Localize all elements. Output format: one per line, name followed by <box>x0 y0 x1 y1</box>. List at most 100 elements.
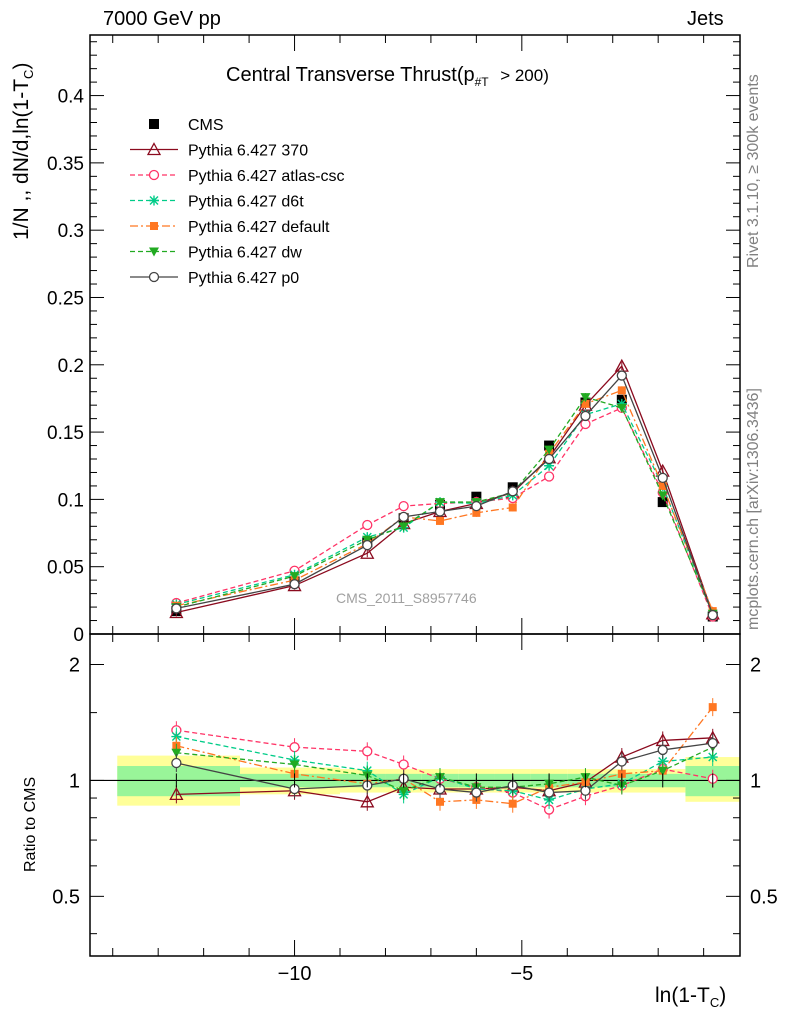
main-point-pythia-6-427-dw <box>398 522 409 532</box>
ratio-y-tick-label-right: 1 <box>750 770 761 792</box>
legend-label-pythia-6-427-370: Pythia 6.427 370 <box>188 143 308 160</box>
ratio-point-pythia-6-427-default <box>708 703 717 712</box>
x-tick-label: −5 <box>510 963 533 985</box>
chart-title-sub: #T <box>474 75 489 89</box>
main-point-pythia-6-427-p0 <box>657 472 668 484</box>
legend-label-cms: CMS <box>188 117 224 134</box>
main-point-pythia-6-427-d6t <box>544 460 555 471</box>
legend-marker-pythia-6-427-p0 <box>148 271 160 283</box>
main-point-pythia-6-427-default <box>581 399 590 408</box>
ratio-series-line-pythia-6-427-atlas-csc <box>176 729 713 811</box>
ratio-point-pythia-6-427-p0 <box>580 785 591 796</box>
main-y-tick-label: 0.25 <box>47 288 84 309</box>
ratio-series-line-pythia-6-427-p0 <box>176 742 713 794</box>
ratio-point-pythia-6-427-p0 <box>471 787 482 798</box>
main-point-pythia-6-427-default <box>436 516 444 525</box>
ratio-point-pythia-6-427-atlas-csc <box>289 742 300 753</box>
main-y-tick-label: 0.05 <box>47 558 84 579</box>
ratio-plot-frame <box>89 633 741 957</box>
main-point-pythia-6-427-p0 <box>398 511 409 523</box>
main-y-tick-label: 0.3 <box>58 221 84 242</box>
main-point-pythia-6-427-atlas-csc <box>362 519 373 531</box>
main-point-pythia-6-427-p0 <box>171 603 182 614</box>
x-axis-label-sub: C <box>709 995 720 1011</box>
main-point-pythia-6-427-default <box>617 386 626 395</box>
ratio-y-tick-label: 0.5 <box>52 886 80 908</box>
energy-label: 7000 GeV pp <box>103 8 221 30</box>
main-point-pythia-6-427-p0 <box>434 506 446 517</box>
ratio-point-pythia-6-427-p0 <box>657 744 668 756</box>
legend-label-pythia-6-427-d6t: Pythia 6.427 d6t <box>188 194 304 211</box>
ratio-point-pythia-6-427-p0 <box>543 787 555 798</box>
legend-label-pythia-6-427-p0: Pythia 6.427 p0 <box>188 270 299 287</box>
ratio-series-line-pythia-6-427-d6t <box>176 735 713 801</box>
main-y-axis-label-end: ) <box>10 62 33 70</box>
ratio-series-line-pythia-6-427-370 <box>176 737 713 803</box>
ratio-point-pythia-6-427-default <box>436 797 444 806</box>
main-point-pythia-6-427-dw <box>289 572 300 582</box>
main-series-line-pythia-6-427-default <box>176 389 714 612</box>
main-y-tick-label: 0.15 <box>47 423 84 444</box>
ratio-point-pythia-6-427-dw <box>398 786 409 796</box>
main-point-pythia-6-427-p0 <box>707 610 718 621</box>
main-point-pythia-6-427-default <box>472 508 481 517</box>
mcplots-label: mcplots.cern.ch [arXiv:1306.3436] <box>745 388 762 630</box>
main-point-pythia-6-427-default <box>658 481 667 490</box>
main-point-pythia-6-427-370 <box>360 545 375 559</box>
chart-title-end: > 200) <box>500 66 549 85</box>
main-point-cms <box>657 497 668 508</box>
main-point-cms <box>544 440 555 451</box>
main-point-pythia-6-427-dw <box>580 393 591 403</box>
ratio-point-pythia-6-427-d6t <box>657 756 668 767</box>
main-point-pythia-6-427-dw <box>435 498 445 508</box>
main-y-tick-label: 0 <box>73 625 84 646</box>
main-point-pythia-6-427-p0 <box>580 410 591 422</box>
main-series-line-pythia-6-427-atlas-csc <box>176 407 714 617</box>
ratio-point-pythia-6-427-default <box>508 799 517 808</box>
main-point-pythia-6-427-p0 <box>616 370 627 381</box>
ratio-y-tick-label-right: 2 <box>750 654 761 676</box>
ratio-point-pythia-6-427-atlas-csc <box>362 746 373 757</box>
main-point-pythia-6-427-d6t <box>616 398 627 409</box>
main-y-tick-label: 0.4 <box>58 87 85 108</box>
main-point-pythia-6-427-p0 <box>543 453 555 465</box>
ratio-point-pythia-6-427-370 <box>169 787 184 801</box>
ratio-series-line-pythia-6-427-default <box>176 706 714 805</box>
ratio-point-pythia-6-427-p0 <box>616 756 627 767</box>
main-point-pythia-6-427-p0 <box>507 486 518 497</box>
legend-marker-pythia-6-427-atlas-csc <box>148 169 160 181</box>
ratio-point-pythia-6-427-dw <box>171 748 182 758</box>
main-y-tick-label: 0.2 <box>58 356 84 377</box>
legend-marker-cms <box>149 119 159 129</box>
legend-marker-pythia-6-427-d6t <box>149 195 159 206</box>
ratio-point-pythia-6-427-atlas-csc <box>398 759 409 770</box>
x-axis-label-end: ) <box>719 984 727 1007</box>
ratio-point-pythia-6-427-d6t <box>707 752 718 763</box>
x-axis-label: ln(1-TC) <box>655 984 726 1010</box>
main-point-pythia-6-427-default <box>508 503 517 512</box>
main-point-pythia-6-427-p0 <box>289 579 300 590</box>
main-point-pythia-6-427-p0 <box>362 540 373 551</box>
ratio-point-pythia-6-427-dw <box>289 760 300 770</box>
main-y-axis-label-main: 1/N ,, dN/d,ln(1-T <box>10 78 33 240</box>
ratio-y-tick-label: 2 <box>69 654 80 676</box>
main-y-tick-label: 0.35 <box>47 154 84 175</box>
main-point-pythia-6-427-dw <box>544 445 555 455</box>
process-label: Jets <box>687 8 724 30</box>
chart-title-main: Central Transverse Thrust(p <box>226 64 475 86</box>
ratio-point-pythia-6-427-dw <box>657 766 668 776</box>
chart-title: Central Transverse Thrust(p#T > 200) <box>226 64 549 89</box>
main-y-tick-label: 0.1 <box>58 490 84 511</box>
main-point-pythia-6-427-dw <box>657 491 668 501</box>
main-y-axis-label-sub: C <box>21 69 37 79</box>
ratio-series-line-pythia-6-427-dw <box>176 746 714 792</box>
legend-marker-pythia-6-427-default <box>150 222 158 230</box>
ratio-point-pythia-6-427-p0 <box>707 737 718 749</box>
ratio-point-pythia-6-427-p0 <box>171 757 182 769</box>
x-tick-label: −10 <box>278 963 312 985</box>
legend-label-pythia-6-427-default: Pythia 6.427 default <box>188 219 330 236</box>
ratio-point-pythia-6-427-d6t <box>171 731 182 742</box>
ratio-y-axis-label: Ratio to CMS <box>22 776 39 872</box>
main-point-pythia-6-427-atlas-csc <box>398 500 409 512</box>
